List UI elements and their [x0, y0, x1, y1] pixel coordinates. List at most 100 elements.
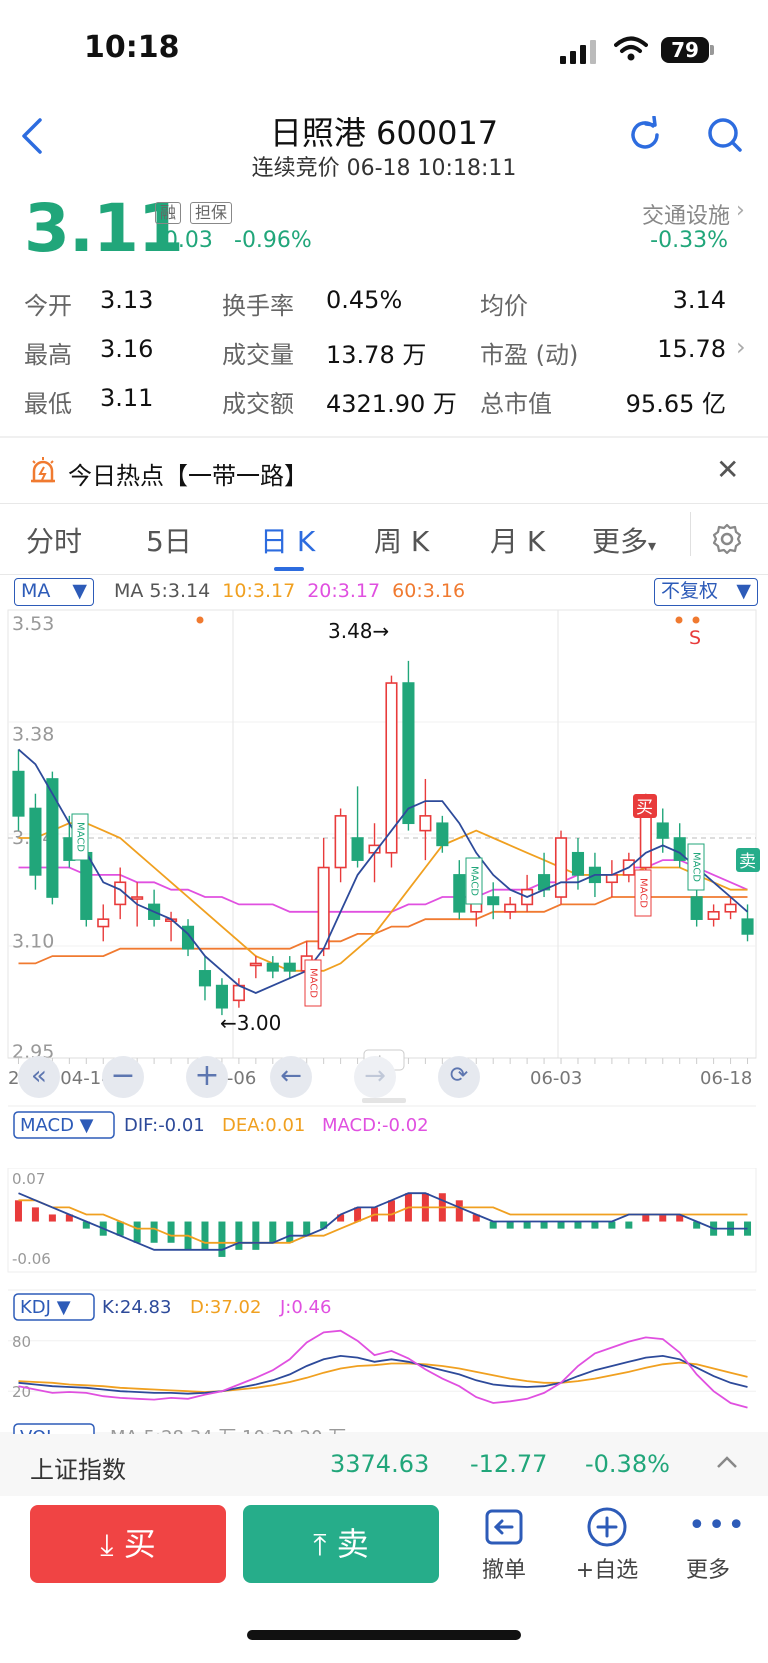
alarm-icon [31, 457, 55, 483]
d-line [18, 1361, 748, 1393]
macd-bar [642, 1214, 650, 1222]
candle-body [690, 896, 703, 920]
collateral-badge: 担保 [190, 202, 233, 224]
macd-selector [13, 1111, 115, 1139]
stat-label: 成交量 [222, 341, 294, 369]
x-tick-label: 06-18 [700, 1068, 752, 1089]
index-bar[interactable] [0, 1432, 768, 1496]
candle-body [487, 896, 500, 906]
dea-label: DEA:0.01 [222, 1115, 305, 1136]
candle-body [334, 815, 347, 869]
stat-label: 最低 [24, 390, 72, 418]
tab-daily-k[interactable]: 日 K [260, 525, 316, 558]
k-line [18, 1354, 748, 1395]
macd-bar [540, 1221, 548, 1229]
macd-bar [337, 1214, 345, 1222]
vol-selector [13, 1423, 95, 1434]
chevron-right-icon[interactable]: › [736, 198, 745, 223]
high-annotation: 3.48→ [328, 619, 389, 643]
tab-weekly-k[interactable]: 周 K [374, 525, 430, 558]
collapse-left-icon[interactable]: « [18, 1056, 60, 1098]
candle-body [707, 910, 720, 920]
gear-icon[interactable] [710, 522, 744, 556]
index-name: 上证指数 [30, 1456, 126, 1484]
zoom-out-icon[interactable]: − [102, 1056, 144, 1098]
candle-body [351, 837, 364, 861]
hot-topic[interactable]: 今日热点【一带一路】 [68, 462, 308, 490]
stat-value: 3.14 [672, 286, 726, 314]
adjust-selector[interactable]: 不复权 ▼ [654, 578, 758, 606]
ma10-label: 10:3.17 [222, 580, 296, 602]
macd-bar [608, 1221, 616, 1229]
sell-button[interactable]: ⤒ 卖 [243, 1505, 439, 1583]
chevron-right-icon[interactable]: › [736, 333, 746, 361]
candle-body [97, 918, 110, 928]
more-label[interactable]: 更多 [685, 1558, 730, 1583]
buy-button-label: 买 [123, 1525, 156, 1563]
divider [0, 503, 768, 504]
back-icon[interactable] [20, 116, 44, 156]
tab-underline [274, 567, 304, 571]
arrow-left-icon[interactable]: ← [270, 1056, 312, 1098]
rotate-icon[interactable]: ⟳ [438, 1056, 480, 1098]
tab-more[interactable]: 更多▾ [592, 520, 656, 560]
tab-timeshare[interactable]: 分时 [26, 525, 83, 558]
tab-more-label: 更多 [592, 525, 649, 558]
macd-signal-tag [304, 959, 322, 1007]
add-watch-icon[interactable] [586, 1506, 628, 1548]
more-icon[interactable]: ••• [688, 1508, 748, 1543]
sell-signal-badge [736, 848, 760, 872]
y-tick-label: 3.38 [12, 724, 54, 746]
macd-bar [574, 1221, 582, 1229]
chevron-up-icon[interactable] [716, 1454, 738, 1470]
stat-label[interactable]: 市盈 (动) [480, 341, 579, 369]
index-value: 3374.63 [330, 1450, 430, 1478]
macd-bar [625, 1221, 633, 1229]
macd-bar [659, 1214, 667, 1222]
y-tick-label: 3.53 [12, 613, 54, 635]
arrow-right-icon[interactable]: → [354, 1056, 396, 1098]
signal-dot [675, 616, 683, 624]
tab-monthly-k[interactable]: 月 K [490, 525, 546, 558]
vol-selector-label: VOL [20, 1427, 56, 1434]
search-icon[interactable] [706, 116, 744, 154]
cancel-order-icon[interactable] [484, 1508, 524, 1546]
candle-body [215, 984, 228, 1009]
macd-bar [116, 1221, 124, 1236]
add-watch-label[interactable]: +自选 [575, 1558, 639, 1583]
macd-bar [201, 1221, 209, 1250]
tab-5day[interactable]: 5日 [146, 525, 192, 558]
buy-button[interactable]: ⤓ 买 [30, 1505, 226, 1583]
macd-bar [591, 1221, 599, 1229]
candle-body [724, 903, 737, 913]
candle-body [419, 815, 432, 832]
battery-tip [710, 45, 714, 55]
stat-label: 总市值 [480, 390, 552, 418]
indicator-selector[interactable]: MA ▼ [14, 578, 94, 606]
x-tick-label: 06-03 [530, 1068, 582, 1089]
cancel-order-label[interactable]: 撤单 [481, 1558, 526, 1583]
macd-selector-label: MACD ▼ [20, 1115, 94, 1136]
candle-body [131, 896, 144, 900]
zoom-in-icon[interactable]: + [186, 1056, 228, 1098]
macd-bar [269, 1221, 277, 1243]
candle-body [741, 918, 754, 935]
battery-icon: 79 [661, 37, 709, 63]
sell-button-label: 卖 [336, 1525, 369, 1563]
candle-body [504, 903, 517, 913]
ma5-label: MA 5:3.14 [114, 580, 211, 602]
close-icon[interactable]: ✕ [716, 453, 740, 486]
ma60-line [18, 896, 748, 965]
macd-signal-tag [71, 813, 89, 861]
panel-handle [362, 1098, 406, 1103]
sector-name[interactable]: 交通设施 [641, 204, 730, 229]
macd-bar [744, 1221, 752, 1236]
signal-dot [196, 616, 204, 624]
candle-body [198, 970, 212, 987]
dif-line [18, 1192, 748, 1251]
refresh-icon[interactable] [626, 116, 664, 154]
candle-body [436, 822, 449, 847]
index-change: -12.77 [470, 1450, 548, 1478]
stat-value: 3.16 [100, 335, 154, 363]
